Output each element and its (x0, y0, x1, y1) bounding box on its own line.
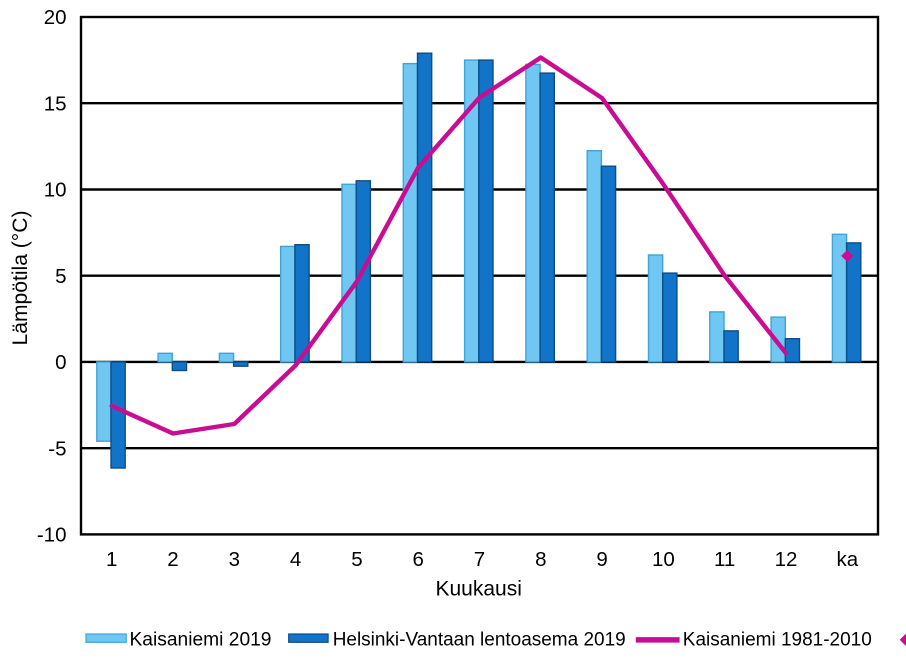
svg-text:4: 4 (290, 548, 301, 571)
svg-text:-10: -10 (37, 524, 67, 547)
svg-text:Lämpötila (°C): Lämpötila (°C) (8, 211, 32, 346)
svg-text:5: 5 (351, 548, 362, 571)
svg-text:0: 0 (55, 351, 66, 374)
svg-text:8: 8 (535, 548, 546, 571)
svg-text:15: 15 (44, 92, 67, 115)
svg-text:7: 7 (474, 548, 485, 571)
svg-text:6: 6 (412, 548, 423, 571)
svg-text:1: 1 (106, 548, 117, 571)
svg-text:12: 12 (775, 548, 798, 571)
svg-text:5: 5 (55, 265, 66, 288)
svg-text:ka: ka (836, 548, 858, 571)
svg-text:3: 3 (229, 548, 240, 571)
svg-text:10: 10 (44, 179, 67, 202)
svg-text:Kuukausi: Kuukausi (436, 578, 522, 601)
svg-text:10: 10 (652, 548, 675, 571)
svg-text:9: 9 (596, 548, 607, 571)
svg-text:11: 11 (714, 548, 735, 571)
svg-text:Helsinki-Vantaan lentoasema 20: Helsinki-Vantaan lentoasema 2019 (333, 630, 626, 651)
svg-text:2: 2 (167, 548, 178, 571)
svg-text:-5: -5 (48, 437, 66, 460)
svg-text:Kaisaniemi 1981-2010: Kaisaniemi 1981-2010 (683, 630, 872, 651)
svg-text:Kaisaniemi 2019: Kaisaniemi 2019 (130, 630, 272, 651)
svg-text:20: 20 (44, 6, 67, 29)
